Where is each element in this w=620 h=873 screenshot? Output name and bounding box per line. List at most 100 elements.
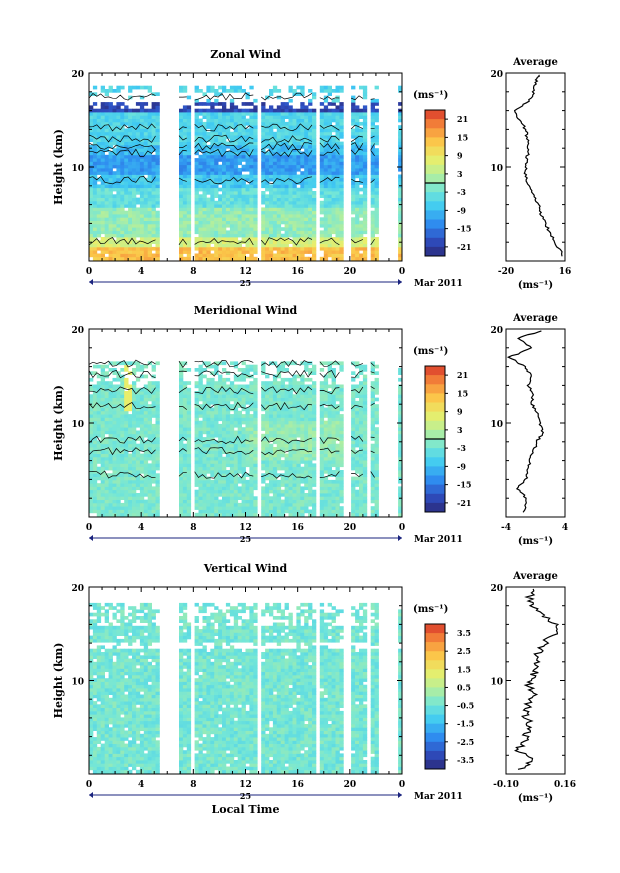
heatmap-cell — [108, 200, 113, 205]
heatmap-cell — [155, 230, 160, 235]
colorbar-segment — [425, 183, 445, 193]
heatmap-cell — [370, 243, 375, 248]
heatmap-cell — [151, 423, 156, 428]
heatmap-cell — [108, 489, 113, 494]
heatmap-cell — [139, 95, 145, 100]
heatmap-cell — [139, 256, 145, 261]
heatmap-cell — [304, 121, 309, 126]
heatmap-cell — [143, 230, 149, 235]
heatmap-cell — [339, 214, 344, 218]
heatmap-cell — [179, 453, 184, 458]
heatmap-cell — [225, 427, 231, 431]
heatmap-cell — [147, 463, 152, 468]
heatmap-cell — [198, 194, 203, 198]
heatmap-cell — [233, 167, 239, 172]
heatmap-cell — [370, 174, 375, 179]
heatmap-cell — [292, 223, 297, 228]
heatmap-cell — [194, 243, 199, 248]
heatmap-cell — [135, 410, 141, 415]
heatmap-cell — [359, 128, 364, 133]
heatmap-cell — [331, 214, 336, 218]
heatmap-cell — [362, 220, 368, 225]
heatmap-cell — [272, 85, 278, 90]
heatmap-cell — [128, 171, 133, 175]
heatmap-cell — [143, 243, 149, 248]
heatmap-cell — [272, 158, 278, 162]
heatmap-cell — [143, 423, 149, 428]
heatmap-cell — [202, 187, 207, 192]
heatmap-cell — [339, 256, 344, 261]
heatmap-cell — [116, 397, 121, 402]
heatmap-cell — [182, 177, 188, 182]
heatmap-cell — [272, 135, 278, 139]
heatmap-cell — [241, 384, 246, 389]
heatmap-cell — [269, 121, 274, 126]
heatmap-cell — [245, 237, 250, 241]
heatmap-cell — [120, 506, 125, 510]
heatmap-cell — [323, 174, 329, 179]
heatmap-cell — [112, 460, 117, 464]
heatmap-cell — [116, 210, 121, 215]
heatmap-cell — [198, 171, 203, 175]
heatmap-cell — [218, 158, 223, 162]
heatmap-cell — [288, 197, 293, 202]
heatmap-cell — [108, 368, 113, 372]
heatmap-cell — [198, 483, 203, 487]
heatmap-cell — [280, 364, 285, 369]
heatmap-cell — [120, 194, 125, 198]
heatmap-cell — [155, 237, 160, 241]
heatmap-cell — [280, 197, 285, 202]
heatmap-cell — [182, 391, 188, 395]
heatmap-cell — [92, 174, 98, 179]
heatmap-cell — [96, 151, 102, 156]
heatmap-cell — [202, 512, 207, 517]
heatmap-cell — [198, 473, 203, 477]
heatmap-cell — [253, 470, 258, 474]
heatmap-cell — [370, 102, 375, 106]
heatmap-cell — [112, 479, 117, 484]
heatmap-cell — [182, 361, 188, 366]
heatmap-cell — [233, 423, 239, 428]
heatmap-cell — [331, 164, 336, 169]
heatmap-cell — [179, 125, 184, 129]
heatmap-cell — [182, 463, 188, 468]
heatmap-cell — [124, 489, 129, 494]
heatmap-cell — [155, 161, 160, 166]
heatmap-cell — [222, 253, 227, 258]
heatmap-cell — [132, 141, 137, 146]
heatmap-cell — [143, 223, 149, 228]
heatmap-cell — [335, 223, 340, 228]
heatmap-cell — [210, 89, 215, 93]
heatmap-cell — [112, 397, 117, 402]
heatmap-cell — [104, 381, 109, 385]
heatmap-cell — [284, 197, 289, 202]
heatmap-cell — [100, 240, 105, 244]
heatmap-cell — [92, 191, 98, 195]
heatmap-cell — [139, 420, 145, 425]
heatmap-cell — [112, 243, 117, 248]
heatmap-cell — [249, 108, 254, 113]
heatmap-cell — [312, 95, 317, 100]
heatmap-cell — [370, 191, 375, 195]
heatmap-cell — [139, 118, 145, 123]
heatmap-cell — [194, 246, 199, 251]
heatmap-cell — [214, 463, 219, 468]
heatmap-cell — [147, 483, 152, 487]
heatmap-cell — [327, 138, 332, 142]
heatmap-cell — [132, 486, 137, 491]
heatmap-cell — [269, 184, 274, 189]
heatmap-cell — [265, 417, 270, 422]
heatmap-cell — [265, 506, 270, 510]
heatmap-cell — [179, 214, 184, 218]
heatmap-cell — [229, 151, 235, 156]
heatmap-cell — [225, 423, 231, 428]
heatmap-cell — [292, 138, 297, 142]
heatmap-cell — [210, 144, 215, 149]
heatmap-cell — [218, 470, 223, 474]
heatmap-cell — [147, 108, 152, 113]
heatmap-cell — [222, 433, 227, 438]
heatmap-cell — [245, 509, 250, 514]
heatmap-cell — [104, 204, 109, 208]
heatmap-cell — [253, 506, 258, 510]
heatmap-cell — [276, 191, 282, 195]
